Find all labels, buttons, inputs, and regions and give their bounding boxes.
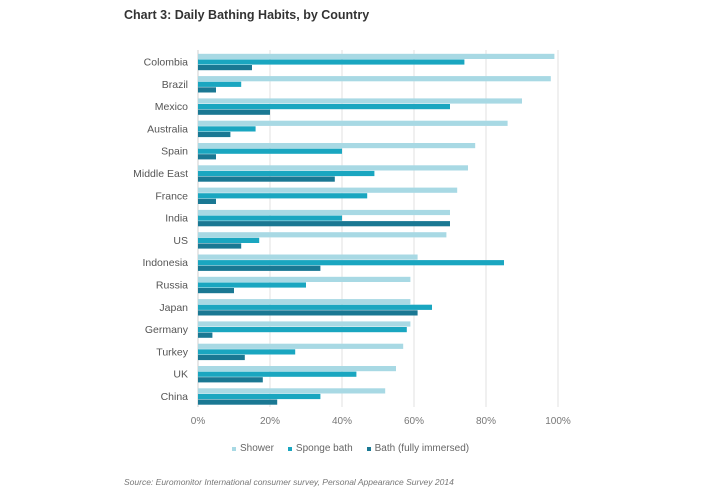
bar-sponge-bath [198,126,256,132]
bar-sponge-bath [198,393,321,400]
chart-title: Chart 3: Daily Bathing Habits, by Countr… [124,8,370,22]
x-tick-label: 80% [476,416,496,427]
bar-bath [198,354,245,361]
bar-bath [198,154,216,160]
category-label: US [173,235,188,247]
bar-shower [198,209,450,216]
bar-bath [198,131,231,138]
bar-shower [198,343,404,349]
category-label: Brazil [162,79,188,91]
bar-bath [198,377,263,383]
bar-bath [198,221,450,227]
legend-item-shower: Shower [232,443,274,454]
bar-sponge-bath [198,81,242,87]
legend-swatch-shower [232,446,236,451]
bar-bath [198,176,335,182]
category-label: Colombia [144,57,189,69]
bar-bath [198,87,216,93]
bar-shower [198,366,396,372]
bar-sponge-bath [198,104,450,110]
bar-bath [198,243,242,249]
bar-bath [198,265,321,271]
bar-shower [198,187,458,193]
legend-label-shower: Shower [240,443,274,454]
bar-bath [198,332,213,338]
category-label: France [155,190,188,202]
category-label: Japan [159,302,188,314]
bar-shower [198,165,468,171]
bar-shower [198,143,476,149]
legend-swatch-sponge-bath [287,446,292,451]
legend: Shower Sponge bath Bath (fully immersed) [232,443,469,454]
legend-label-bath: Bath (fully immersed) [374,443,470,454]
bar-sponge-bath [198,59,465,65]
category-label: Germany [145,324,189,336]
bar-sponge-bath [198,304,432,310]
bar-sponge-bath [198,193,368,199]
x-tick-label: 60% [404,416,424,427]
legend-item-sponge-bath: Sponge bath [287,443,353,454]
category-label: Indonesia [142,257,188,269]
category-label: Mexico [155,101,188,113]
legend-swatch-bath [366,446,371,451]
bar-sponge-bath [198,260,504,266]
x-tick-label: 0% [191,416,206,427]
bar-sponge-bath [198,215,342,221]
category-label: China [161,391,189,403]
bar-shower [198,299,411,305]
x-tick-label: 100% [545,416,571,427]
bar-bath [198,65,252,71]
x-tick-label: 20% [260,416,280,427]
category-label: Turkey [156,346,188,358]
category-label: UK [173,369,188,381]
bar-sponge-bath [198,170,375,177]
bar-sponge-bath [198,327,407,333]
bar-sponge-bath [198,148,342,154]
bar-shower [198,254,418,260]
legend-label-sponge-bath: Sponge bath [295,443,353,454]
bar-shower [198,120,508,126]
bar-shower [198,276,411,282]
category-label: India [165,213,188,225]
bar-sponge-bath [198,371,357,377]
source-note: Source: Euromonitor International consum… [124,477,454,487]
bar-bath [198,310,418,316]
bar-bath [198,109,270,115]
bar-sponge-bath [198,349,296,355]
bar-shower [198,53,555,59]
legend-item-bath: Bath (fully immersed) [366,443,470,454]
bar-sponge-bath [198,282,306,288]
category-label: Australia [147,123,188,135]
bar-sponge-bath [198,237,260,243]
bar-bath [198,198,216,204]
bar-shower [198,98,522,104]
bar-shower [198,232,447,238]
bar-shower [198,321,411,327]
category-label: Spain [161,146,188,158]
category-label: Middle East [133,168,188,180]
x-tick-label: 40% [332,416,352,427]
bar-bath [198,288,234,294]
category-label: Russia [156,280,188,292]
bar-shower [198,76,551,82]
bar-shower [198,388,386,394]
bar-bath [198,399,278,405]
